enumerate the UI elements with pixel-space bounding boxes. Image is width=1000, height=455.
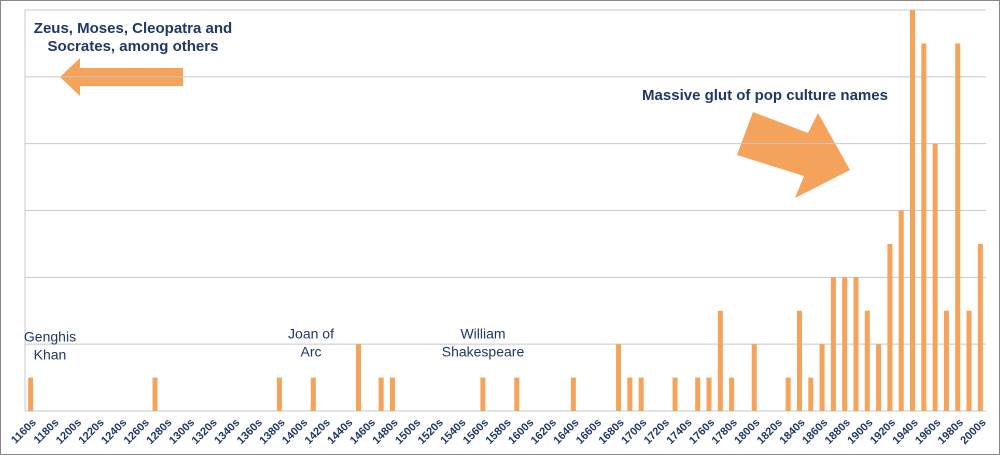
bar xyxy=(310,377,316,411)
bar xyxy=(842,277,848,411)
bar xyxy=(616,344,622,411)
bar xyxy=(977,243,983,411)
bar xyxy=(898,210,904,411)
annotation: Socrates, among others xyxy=(48,38,219,55)
bar xyxy=(864,310,870,411)
annotation: Joan of xyxy=(288,326,334,342)
bar xyxy=(853,277,859,411)
bar xyxy=(28,377,34,411)
bar xyxy=(785,377,791,411)
annotation: Khan xyxy=(34,347,67,363)
bar xyxy=(943,310,949,411)
bar xyxy=(672,377,678,411)
annotation: William xyxy=(460,326,505,342)
bar xyxy=(706,377,712,411)
annotation: Zeus, Moses, Cleopatra and xyxy=(34,20,232,37)
bar xyxy=(910,10,916,411)
bar xyxy=(808,377,814,411)
annotation: Genghis xyxy=(24,329,76,345)
bar xyxy=(932,143,938,411)
bar xyxy=(152,377,158,411)
bar xyxy=(966,310,972,411)
bar xyxy=(389,377,395,411)
bar xyxy=(514,377,520,411)
annotation: Shakespeare xyxy=(442,344,525,360)
bar xyxy=(876,344,882,411)
bar xyxy=(830,277,836,411)
bar xyxy=(695,377,701,411)
bar xyxy=(276,377,282,411)
bar xyxy=(378,377,384,411)
bar xyxy=(921,43,927,412)
bar xyxy=(819,344,825,411)
bar xyxy=(887,243,893,411)
bar xyxy=(955,43,961,412)
bar xyxy=(796,310,802,411)
glut-arrow xyxy=(737,112,850,198)
bar xyxy=(638,377,644,411)
bar xyxy=(729,377,735,411)
bar xyxy=(627,377,633,411)
annotation: Arc xyxy=(301,344,322,360)
annotation: Massive glut of pop culture names xyxy=(642,87,888,104)
bar xyxy=(751,344,757,411)
bar xyxy=(356,344,362,411)
bar xyxy=(717,310,723,411)
bar xyxy=(570,377,576,411)
bar xyxy=(480,377,486,411)
